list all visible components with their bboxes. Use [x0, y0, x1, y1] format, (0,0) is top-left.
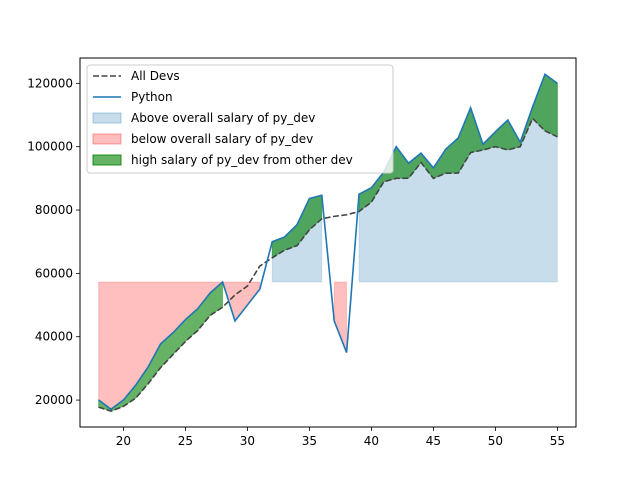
y-axis: 20000 40000 60000 80000 100000 120000: [27, 76, 80, 407]
y-tick: 120000: [27, 76, 80, 90]
x-tick-label: 45: [426, 434, 441, 448]
series-line-all-devs: [98, 117, 558, 413]
y-tick-label: 120000: [27, 76, 73, 90]
y-tick-label: 100000: [27, 140, 73, 154]
x-tick-label: 25: [178, 434, 193, 448]
x-tick: 40: [364, 427, 379, 448]
legend-item-below-overall: below overall salary of py_dev: [92, 132, 313, 146]
x-tick-label: 20: [116, 434, 131, 448]
legend-label: Python: [131, 90, 173, 104]
legend-item-high-salary: high salary of py_dev from other dev: [92, 153, 353, 167]
x-tick-label: 50: [488, 434, 503, 448]
x-tick-label: 40: [364, 434, 379, 448]
x-tick: 55: [550, 427, 565, 448]
y-tick-label: 80000: [35, 203, 73, 217]
x-tick-label: 35: [302, 434, 317, 448]
legend-label: high salary of py_dev from other dev: [131, 153, 353, 167]
legend-item-above-overall: Above overall salary of py_dev: [92, 111, 315, 125]
x-axis: 20 25 30 35 40 45 50 55: [116, 427, 565, 448]
legend-swatch: [92, 154, 122, 166]
series-line-python: [98, 72, 558, 411]
legend-swatch: [92, 133, 122, 145]
legend-label: below overall salary of py_dev: [131, 132, 313, 146]
plot-area: [98, 72, 558, 413]
x-tick-label: 30: [240, 434, 255, 448]
y-tick: 60000: [35, 266, 80, 280]
x-tick: 50: [488, 427, 503, 448]
y-tick-label: 20000: [35, 393, 73, 407]
legend-swatch: [92, 112, 122, 124]
y-tick: 40000: [35, 330, 80, 344]
legend-item-all-devs: All Devs: [93, 69, 180, 83]
axes-frame: [79, 57, 577, 428]
y-tick-label: 40000: [35, 330, 73, 344]
y-tick: 20000: [35, 393, 80, 407]
x-tick-label: 55: [550, 434, 565, 448]
y-tick: 100000: [27, 140, 80, 154]
x-tick: 20: [116, 427, 131, 448]
legend-item-python: Python: [93, 90, 173, 104]
legend: All Devs Python Above overall salary of py…: [86, 64, 394, 174]
y-tick: 80000: [35, 203, 80, 217]
legend-box: [86, 64, 394, 174]
x-tick: 30: [240, 427, 255, 448]
legend-label: All Devs: [131, 69, 180, 83]
y-tick-label: 60000: [35, 266, 73, 280]
x-tick: 25: [178, 427, 193, 448]
x-tick: 45: [426, 427, 441, 448]
legend-label: Above overall salary of py_dev: [131, 111, 315, 125]
x-tick: 35: [302, 427, 317, 448]
